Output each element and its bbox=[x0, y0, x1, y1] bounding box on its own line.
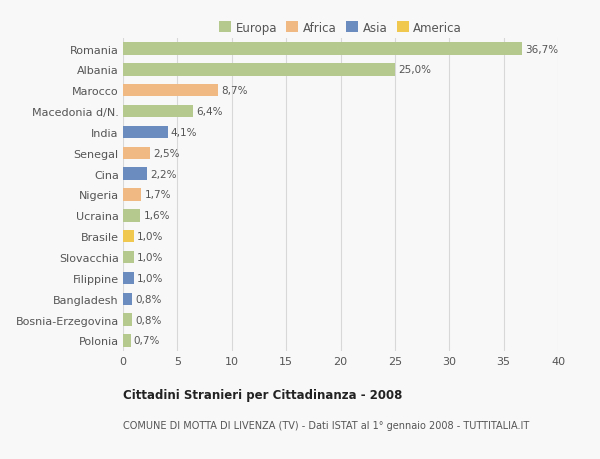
Bar bbox=[123, 293, 132, 305]
Bar bbox=[123, 230, 134, 243]
Bar bbox=[123, 106, 193, 118]
Text: 4,1%: 4,1% bbox=[171, 128, 197, 138]
Text: 6,4%: 6,4% bbox=[196, 107, 223, 117]
Bar bbox=[123, 251, 134, 264]
Text: 0,8%: 0,8% bbox=[135, 315, 161, 325]
Bar bbox=[123, 85, 218, 97]
Bar bbox=[123, 313, 132, 326]
Text: 8,7%: 8,7% bbox=[221, 86, 247, 96]
Bar bbox=[123, 335, 131, 347]
Text: 1,0%: 1,0% bbox=[137, 252, 164, 263]
Text: 36,7%: 36,7% bbox=[526, 45, 559, 55]
Text: 2,5%: 2,5% bbox=[154, 148, 180, 158]
Text: 1,6%: 1,6% bbox=[143, 211, 170, 221]
Bar bbox=[123, 168, 147, 180]
Text: 1,0%: 1,0% bbox=[137, 273, 164, 283]
Bar bbox=[123, 147, 150, 160]
Bar bbox=[123, 64, 395, 77]
Bar bbox=[123, 126, 167, 139]
Text: Cittadini Stranieri per Cittadinanza - 2008: Cittadini Stranieri per Cittadinanza - 2… bbox=[123, 388, 403, 401]
Text: 1,7%: 1,7% bbox=[145, 190, 171, 200]
Bar bbox=[123, 189, 142, 202]
Text: 0,8%: 0,8% bbox=[135, 294, 161, 304]
Legend: Europa, Africa, Asia, America: Europa, Africa, Asia, America bbox=[214, 17, 467, 39]
Text: 2,2%: 2,2% bbox=[150, 169, 176, 179]
Text: COMUNE DI MOTTA DI LIVENZA (TV) - Dati ISTAT al 1° gennaio 2008 - TUTTITALIA.IT: COMUNE DI MOTTA DI LIVENZA (TV) - Dati I… bbox=[123, 420, 529, 430]
Text: 25,0%: 25,0% bbox=[398, 65, 431, 75]
Bar bbox=[123, 210, 140, 222]
Text: 1,0%: 1,0% bbox=[137, 232, 164, 242]
Bar bbox=[123, 272, 134, 285]
Bar bbox=[123, 43, 522, 56]
Text: 0,7%: 0,7% bbox=[134, 336, 160, 346]
